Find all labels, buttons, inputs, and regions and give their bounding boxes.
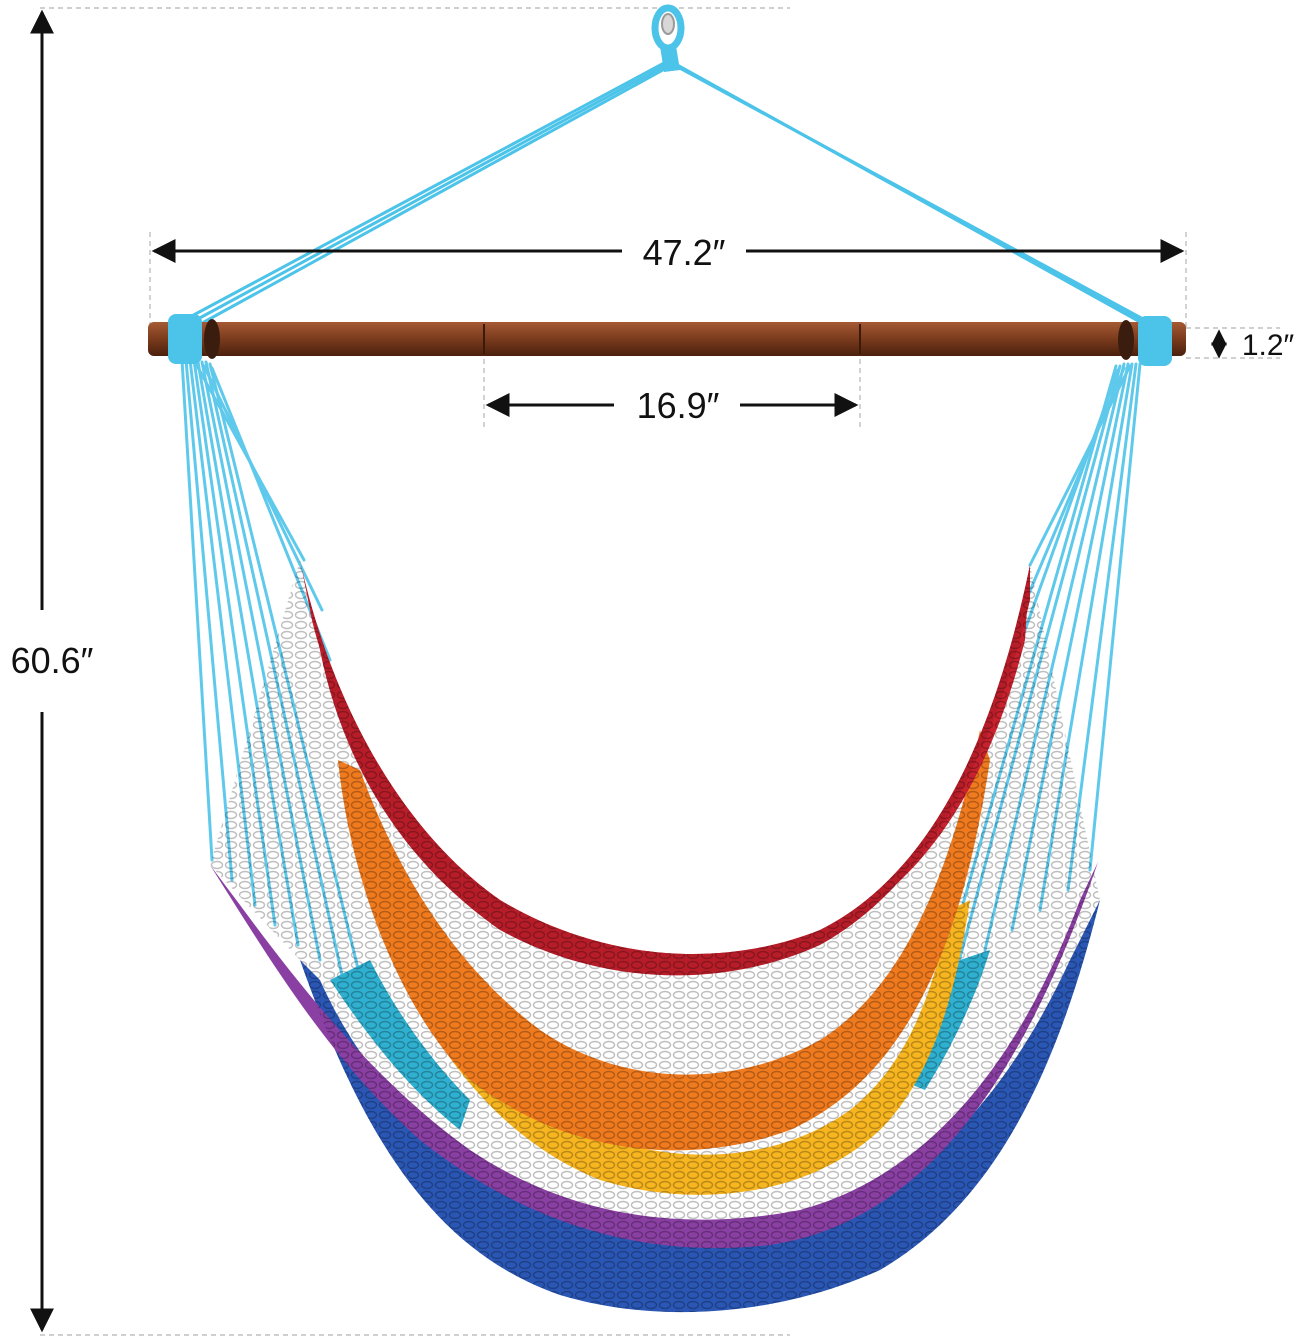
height-label: 60.6″: [11, 640, 94, 681]
bar-diameter-label: 1.2″: [1242, 329, 1295, 362]
spreader-spacing-label: 16.9″: [637, 385, 720, 426]
spreader-spacing-dimension: 16.9″: [485, 385, 859, 426]
spreader-bar: [148, 314, 1186, 366]
bar-diameter-dimension: 1.2″: [1211, 329, 1295, 362]
bar-length-label: 47.2″: [643, 232, 726, 273]
hanger-ropes: [186, 60, 1158, 328]
height-dimension: 60.6″: [11, 9, 94, 1333]
bar-length-dimension: 47.2″: [151, 232, 1185, 273]
hammock-seat: [210, 560, 1100, 1313]
hanging-hook: [651, 4, 685, 72]
